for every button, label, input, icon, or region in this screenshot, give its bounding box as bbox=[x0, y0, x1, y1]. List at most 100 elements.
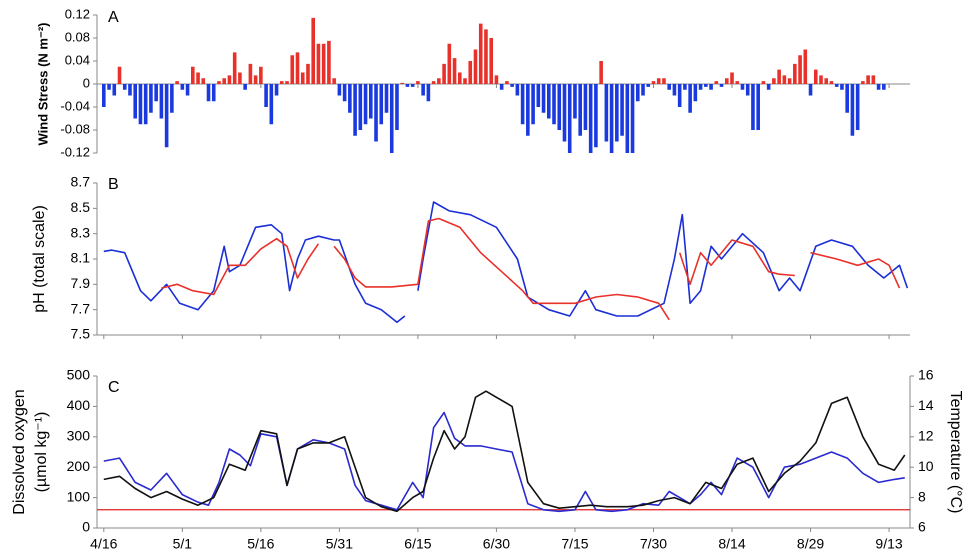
y-tick-label: 400 bbox=[67, 397, 91, 413]
bar bbox=[740, 84, 745, 90]
bar bbox=[573, 84, 577, 119]
bar bbox=[405, 84, 410, 87]
bar bbox=[248, 63, 253, 84]
bar bbox=[306, 63, 310, 84]
bar bbox=[311, 17, 316, 84]
x-tick-label: 6/30 bbox=[483, 536, 510, 552]
bar bbox=[170, 84, 174, 113]
bar bbox=[850, 84, 855, 136]
bar bbox=[840, 84, 844, 90]
bar bbox=[290, 55, 295, 84]
y-tick-label: 0.08 bbox=[65, 29, 90, 44]
bar bbox=[683, 84, 687, 90]
bar bbox=[259, 66, 263, 84]
bar bbox=[128, 84, 132, 96]
y-tick-label: 300 bbox=[67, 428, 91, 444]
bar bbox=[782, 75, 787, 84]
bar bbox=[594, 84, 598, 148]
bar bbox=[437, 78, 441, 84]
bar bbox=[295, 52, 300, 84]
x-tick-label: 6/15 bbox=[404, 536, 431, 552]
bar bbox=[122, 84, 127, 90]
bar bbox=[300, 72, 305, 84]
bar bbox=[431, 81, 436, 84]
x-tick-label: 7/15 bbox=[561, 536, 588, 552]
bar bbox=[735, 81, 740, 84]
bar bbox=[243, 84, 247, 90]
bar bbox=[494, 75, 499, 84]
y-tick-label: 7.5 bbox=[71, 326, 91, 342]
bar bbox=[620, 84, 624, 136]
bar bbox=[447, 43, 452, 84]
bar bbox=[489, 38, 493, 84]
y-tick-label: 0.04 bbox=[65, 52, 90, 67]
bar bbox=[604, 84, 609, 142]
bar bbox=[107, 84, 111, 90]
bar bbox=[484, 29, 488, 84]
bar bbox=[546, 84, 551, 119]
x-tick-label: 5/16 bbox=[247, 536, 274, 552]
bar bbox=[133, 84, 138, 119]
bar bbox=[651, 81, 656, 84]
y-tick-label: 0 bbox=[83, 75, 90, 90]
y-tick-label: 8.7 bbox=[71, 174, 91, 190]
bar bbox=[557, 84, 562, 130]
y-axis-label: Wind Stress (N m⁻²) bbox=[35, 22, 50, 145]
bar bbox=[609, 84, 614, 153]
y2-tick-label: 6 bbox=[918, 519, 926, 535]
bar bbox=[562, 84, 567, 142]
bar bbox=[724, 78, 729, 84]
bar bbox=[353, 84, 357, 136]
bar bbox=[813, 69, 818, 84]
y-tick-label: 100 bbox=[67, 488, 91, 504]
y-tick-label: 7.7 bbox=[71, 300, 91, 316]
bar bbox=[238, 72, 242, 84]
y-tick-label: 0 bbox=[82, 519, 90, 535]
panel-label: B bbox=[108, 176, 119, 193]
y2-tick-label: 14 bbox=[918, 397, 934, 413]
bar bbox=[662, 78, 666, 84]
bar bbox=[138, 84, 143, 125]
bar bbox=[588, 84, 593, 153]
bar bbox=[253, 75, 258, 84]
bar bbox=[641, 84, 645, 96]
y2-tick-label: 8 bbox=[918, 488, 926, 504]
bar bbox=[772, 78, 776, 84]
bar bbox=[143, 84, 148, 125]
bar bbox=[384, 84, 389, 113]
y-axis-label: Dissolved oxygen bbox=[11, 389, 28, 514]
bar bbox=[787, 78, 792, 84]
bar bbox=[159, 84, 164, 119]
panel-label: C bbox=[108, 379, 120, 396]
bar bbox=[206, 84, 211, 102]
bar bbox=[149, 84, 153, 113]
bar bbox=[368, 84, 373, 119]
y-tick-label: -0.12 bbox=[60, 144, 90, 159]
bar bbox=[164, 84, 169, 148]
y2-axis-label: Temperature (°C) bbox=[947, 391, 964, 514]
bar bbox=[871, 75, 876, 84]
bar bbox=[410, 84, 415, 87]
bar bbox=[756, 84, 760, 130]
bar bbox=[185, 84, 190, 96]
bar bbox=[882, 84, 886, 90]
bar bbox=[567, 84, 572, 153]
bar bbox=[730, 72, 734, 84]
bar bbox=[635, 84, 640, 102]
y-tick-label: 200 bbox=[67, 458, 91, 474]
bar bbox=[667, 84, 671, 90]
y-tick-label: 8.3 bbox=[71, 224, 91, 240]
bar bbox=[222, 78, 227, 84]
bar bbox=[536, 84, 541, 107]
bar bbox=[332, 78, 336, 84]
bar bbox=[855, 84, 860, 130]
y-tick-label: -0.08 bbox=[60, 121, 90, 136]
bar bbox=[656, 78, 661, 84]
bar bbox=[599, 61, 603, 84]
bar bbox=[866, 75, 870, 84]
bar bbox=[285, 81, 289, 84]
y-axis-label: pH (total scale) bbox=[31, 205, 48, 313]
panel-label: A bbox=[108, 9, 119, 26]
bar bbox=[348, 84, 352, 113]
